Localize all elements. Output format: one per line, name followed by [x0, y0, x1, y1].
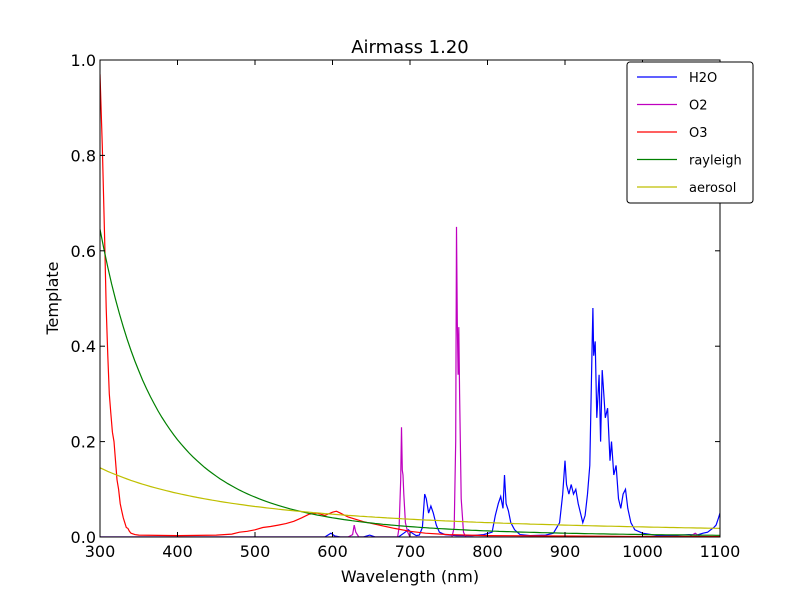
x-tick-label: 400 [162, 542, 193, 561]
x-tick-label: 500 [240, 542, 271, 561]
x-tick-label: 300 [85, 542, 116, 561]
x-tick-label: 700 [395, 542, 426, 561]
legend-label-aerosol: aerosol [689, 181, 736, 196]
series-line-h2o [100, 307, 720, 537]
series-layer [100, 74, 720, 537]
y-axis: 0.0 0.2 0.4 0.6 0.8 1.0 [71, 51, 720, 547]
legend-label-rayleigh: rayleigh [689, 154, 742, 169]
x-tick-label: 800 [472, 542, 503, 561]
x-tick-label: 1000 [622, 542, 663, 561]
chart-title: Airmass 1.20 [351, 37, 469, 58]
x-axis-label: Wavelength (nm) [341, 567, 479, 586]
y-tick-label: 1.0 [71, 51, 96, 70]
x-tick-label: 600 [317, 542, 348, 561]
series-line-aerosol [100, 467, 720, 529]
y-tick-label: 0.2 [71, 433, 96, 452]
series-line-o2 [100, 226, 720, 537]
x-tick-label: 1100 [700, 542, 741, 561]
y-axis-label: Template [43, 261, 62, 335]
legend: H2O O2 O3 rayleigh aerosol [626, 61, 754, 204]
y-tick-label: 0.8 [71, 146, 96, 165]
series-line-o3 [100, 74, 720, 537]
legend-box [626, 61, 754, 204]
x-axis: 300 400 500 600 700 800 900 1000 1100 [85, 60, 741, 561]
y-tick-label: 0.6 [71, 242, 96, 261]
legend-label-o2: O2 [689, 99, 708, 114]
y-tick-label: 0.0 [71, 528, 96, 547]
y-tick-label: 0.4 [71, 337, 96, 356]
series-line-rayleigh [100, 229, 720, 536]
legend-label-o3: O3 [689, 126, 708, 141]
legend-label-h2o: H2O [689, 71, 717, 86]
x-tick-label: 900 [550, 542, 581, 561]
